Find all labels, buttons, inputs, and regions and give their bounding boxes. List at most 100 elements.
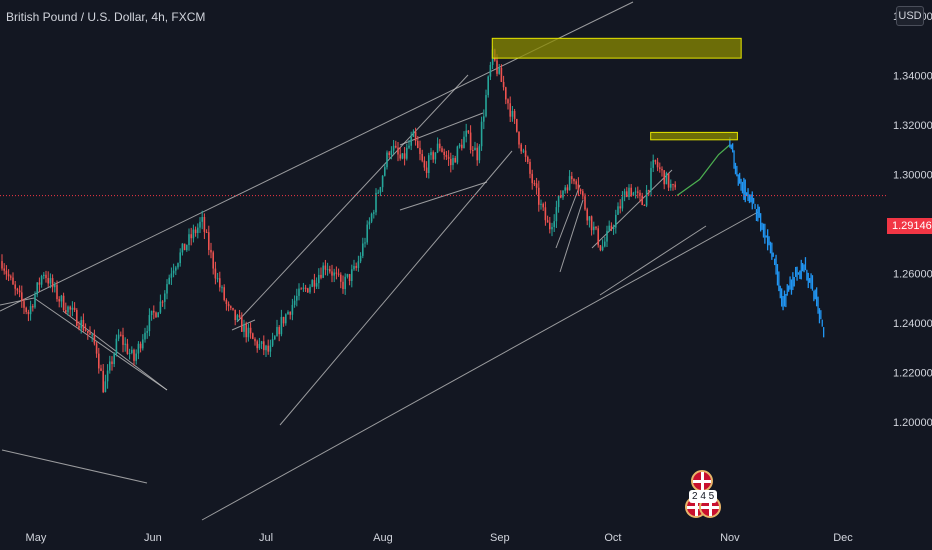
candle-body <box>117 334 120 339</box>
candle-body <box>225 299 228 304</box>
candle-body <box>344 276 346 290</box>
candle-body <box>236 315 239 321</box>
candle-body <box>285 314 287 324</box>
candle-body <box>335 272 338 274</box>
candle-body <box>465 130 467 137</box>
candle-body <box>21 292 23 302</box>
trendline <box>555 184 581 249</box>
candle-body <box>18 290 21 293</box>
candle-body <box>82 320 85 331</box>
candle-body <box>269 345 272 352</box>
price-axis[interactable]: 1.200001.220001.240001.260001.280001.300… <box>893 11 932 429</box>
candle-body <box>527 156 529 162</box>
candle-body <box>54 284 56 288</box>
candle-body <box>384 167 386 176</box>
candle-body <box>342 281 344 290</box>
candle-body <box>582 191 584 197</box>
candle-body <box>366 224 368 243</box>
candle-body <box>639 192 641 196</box>
candle-body <box>51 278 54 288</box>
candle-body <box>313 280 316 287</box>
candle-body <box>78 325 80 329</box>
candle-body <box>414 131 417 142</box>
candle-body <box>150 310 153 316</box>
candle-body <box>661 168 663 171</box>
candle-body <box>632 192 635 196</box>
candle-body <box>480 121 483 147</box>
candle-body <box>654 160 657 162</box>
price-tick-label: 1.20000 <box>893 417 932 429</box>
candle-body <box>601 246 604 251</box>
supply-zone <box>491 37 742 59</box>
candle-body <box>505 87 507 100</box>
candle-body <box>340 274 342 282</box>
candle-body <box>322 265 324 278</box>
candle-body <box>170 273 173 278</box>
currency-button[interactable]: USD <box>896 6 924 26</box>
candle-body <box>326 269 329 271</box>
candle-body <box>634 191 637 193</box>
candle-body <box>392 145 395 151</box>
candle-body <box>69 306 71 310</box>
candle-body <box>245 324 247 338</box>
candle-body <box>571 176 573 180</box>
candle-body <box>436 143 439 153</box>
candle-body <box>498 68 500 74</box>
candle-body <box>538 187 540 205</box>
candle-body <box>630 187 632 196</box>
candle-body <box>203 216 206 232</box>
candle-body <box>483 116 485 122</box>
candle-body <box>533 183 536 185</box>
candle-body <box>175 267 177 271</box>
candle-body <box>557 195 560 208</box>
candle-body <box>210 249 212 253</box>
candle-body <box>370 213 373 222</box>
candle-body <box>535 183 538 188</box>
candle-body <box>443 151 445 155</box>
time-axis[interactable]: May Jun Jul Aug Sep Oct Nov Dec <box>26 532 854 544</box>
candle-body <box>249 327 252 334</box>
candle-body <box>65 310 67 313</box>
candle-body <box>188 234 190 246</box>
trendlines <box>0 1 759 521</box>
candle-body <box>80 320 82 329</box>
candle-body <box>425 167 428 173</box>
candle-body <box>16 288 19 291</box>
candle-body <box>205 231 208 233</box>
candle-body <box>516 118 518 132</box>
candle-body <box>520 144 522 152</box>
candle-body <box>263 341 265 351</box>
candle-body <box>524 150 527 157</box>
candle-body <box>458 144 461 147</box>
candle-body <box>25 307 27 312</box>
projection-series <box>676 137 825 338</box>
candle-body <box>278 327 280 335</box>
candle-body <box>641 195 643 205</box>
candle-body <box>311 280 313 287</box>
candle-body <box>357 261 360 268</box>
candle-body <box>137 343 140 354</box>
symbol-title[interactable]: British Pound / U.S. Dollar, 4h, FXCM <box>6 10 206 24</box>
candle-body <box>27 311 30 315</box>
candle-body <box>318 274 320 284</box>
candle-body <box>573 179 575 182</box>
candle-body <box>45 274 47 279</box>
candle-body <box>476 147 478 161</box>
candle-body <box>406 147 408 159</box>
candle-body <box>593 226 595 231</box>
candle-body <box>423 160 426 168</box>
candle-body <box>128 352 131 354</box>
candle-body <box>146 331 148 333</box>
candle-body <box>401 153 404 159</box>
candle-body <box>621 197 624 209</box>
candle-body <box>56 284 58 300</box>
candle-body <box>542 203 544 208</box>
trendline <box>33 297 168 391</box>
candle-body <box>201 216 203 222</box>
candle-body <box>168 277 170 285</box>
economic-events-badge[interactable]: 2 4 5 <box>683 470 725 518</box>
candle-body <box>496 60 498 74</box>
candle-body <box>36 282 38 295</box>
candle-body <box>421 153 423 161</box>
